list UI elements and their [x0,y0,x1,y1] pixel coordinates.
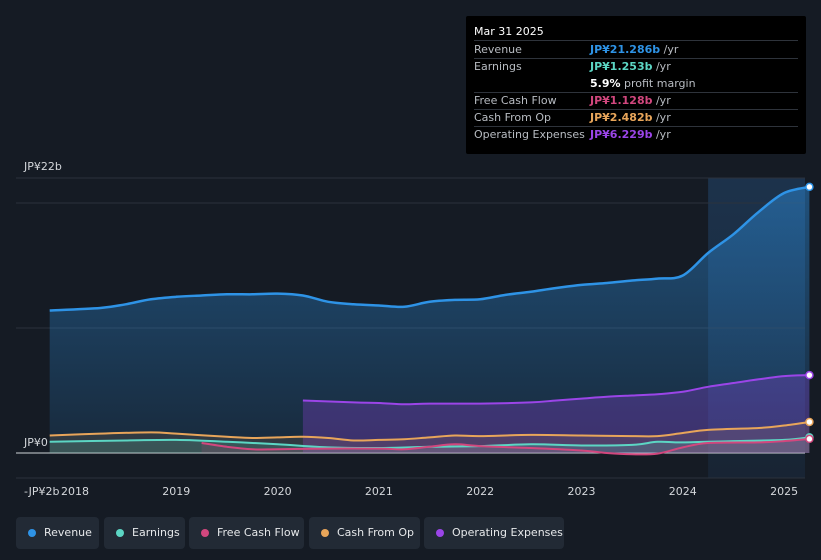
earnings-dot-icon [116,529,124,537]
operating-expenses-dot-icon [436,529,444,537]
legend-label: Earnings [132,526,180,539]
series-line-cash-from-op [49,421,810,442]
y-tick-label: -JP¥2b [24,485,59,498]
tooltip-row-earnings: Earnings JP¥1.253b /yr [466,58,806,75]
tooltip-date: Mar 31 2025 [474,25,544,38]
series-endpoint-revenue [805,182,814,192]
tooltip-value: JP¥1.253b /yr [590,60,671,73]
x-tick-label: 2018 [61,485,89,498]
legend-label: Cash From Op [337,526,415,539]
tooltip-divider [474,109,798,110]
legend-item-operating-expenses[interactable]: Operating Expenses [424,517,564,549]
x-tick-label: 2019 [162,485,190,498]
free-cash-flow-dot-icon [201,529,209,537]
series-line-free-cash-flow [201,437,810,456]
series-area-revenue [49,186,810,453]
tooltip-value: JP¥1.128b /yr [590,94,671,107]
tooltip-divider [474,92,798,93]
tooltip-value: 5.9% profit margin [590,77,696,90]
tooltip-value: JP¥6.229b /yr [590,128,671,141]
x-tick-label: 2022 [466,485,494,498]
x-tick-label: 2023 [568,485,596,498]
tooltip-row-revenue: Revenue JP¥21.286b /yr [466,41,806,58]
tooltip-label: Operating Expenses [474,128,585,141]
revenue-dot-icon [28,529,36,537]
tooltip-row-profit-margin: 5.9% profit margin [466,75,806,92]
tooltip-divider [474,126,798,127]
tooltip-value: JP¥2.482b /yr [590,111,671,124]
series-line-revenue [49,185,810,312]
series-endpoint-cash-from-op [805,417,814,427]
tooltip-divider [474,40,798,41]
tooltip-divider [474,58,798,59]
x-tick-label: 2021 [365,485,393,498]
chart: JP¥22b JP¥0 -JP¥2b 2018 2019 2020 2021 2022 2023… [16,160,814,498]
legend-item-cash-from-op[interactable]: Cash From Op [309,517,420,549]
cash-from-op-dot-icon [321,529,329,537]
tooltip-row-operating-expenses: Operating Expenses JP¥6.229b /yr [466,126,806,143]
legend-item-earnings[interactable]: Earnings [104,517,185,549]
x-tick-label: 2024 [669,485,697,498]
tooltip-value: JP¥21.286b /yr [590,43,679,56]
tooltip-label: Cash From Op [474,111,552,124]
tooltip-label: Revenue [474,43,522,56]
series-area-free-cash-flow [201,438,810,455]
tooltip-label: Earnings [474,60,522,73]
series-line-operating-expenses [302,374,810,406]
y-tick-label: JP¥0 [23,436,48,449]
legend-label: Free Cash Flow [217,526,300,539]
x-tick-label: 2025 [770,485,798,498]
series-endpoint-operating-expenses [805,370,814,380]
legend-item-revenue[interactable]: Revenue [16,517,99,549]
legend-label: Operating Expenses [452,526,563,539]
tooltip-row-cash-from-op: Cash From Op JP¥2.482b /yr [466,109,806,126]
series-endpoint-free-cash-flow [805,434,814,444]
tooltip: Mar 31 2025 Revenue JP¥21.286b /yr Earni… [466,16,806,154]
y-tick-label: JP¥22b [23,160,62,173]
x-tick-label: 2020 [264,485,292,498]
legend-label: Revenue [44,526,92,539]
tooltip-label: Free Cash Flow [474,94,557,107]
tooltip-row-free-cash-flow: Free Cash Flow JP¥1.128b /yr [466,92,806,109]
legend-item-free-cash-flow[interactable]: Free Cash Flow [189,517,304,549]
